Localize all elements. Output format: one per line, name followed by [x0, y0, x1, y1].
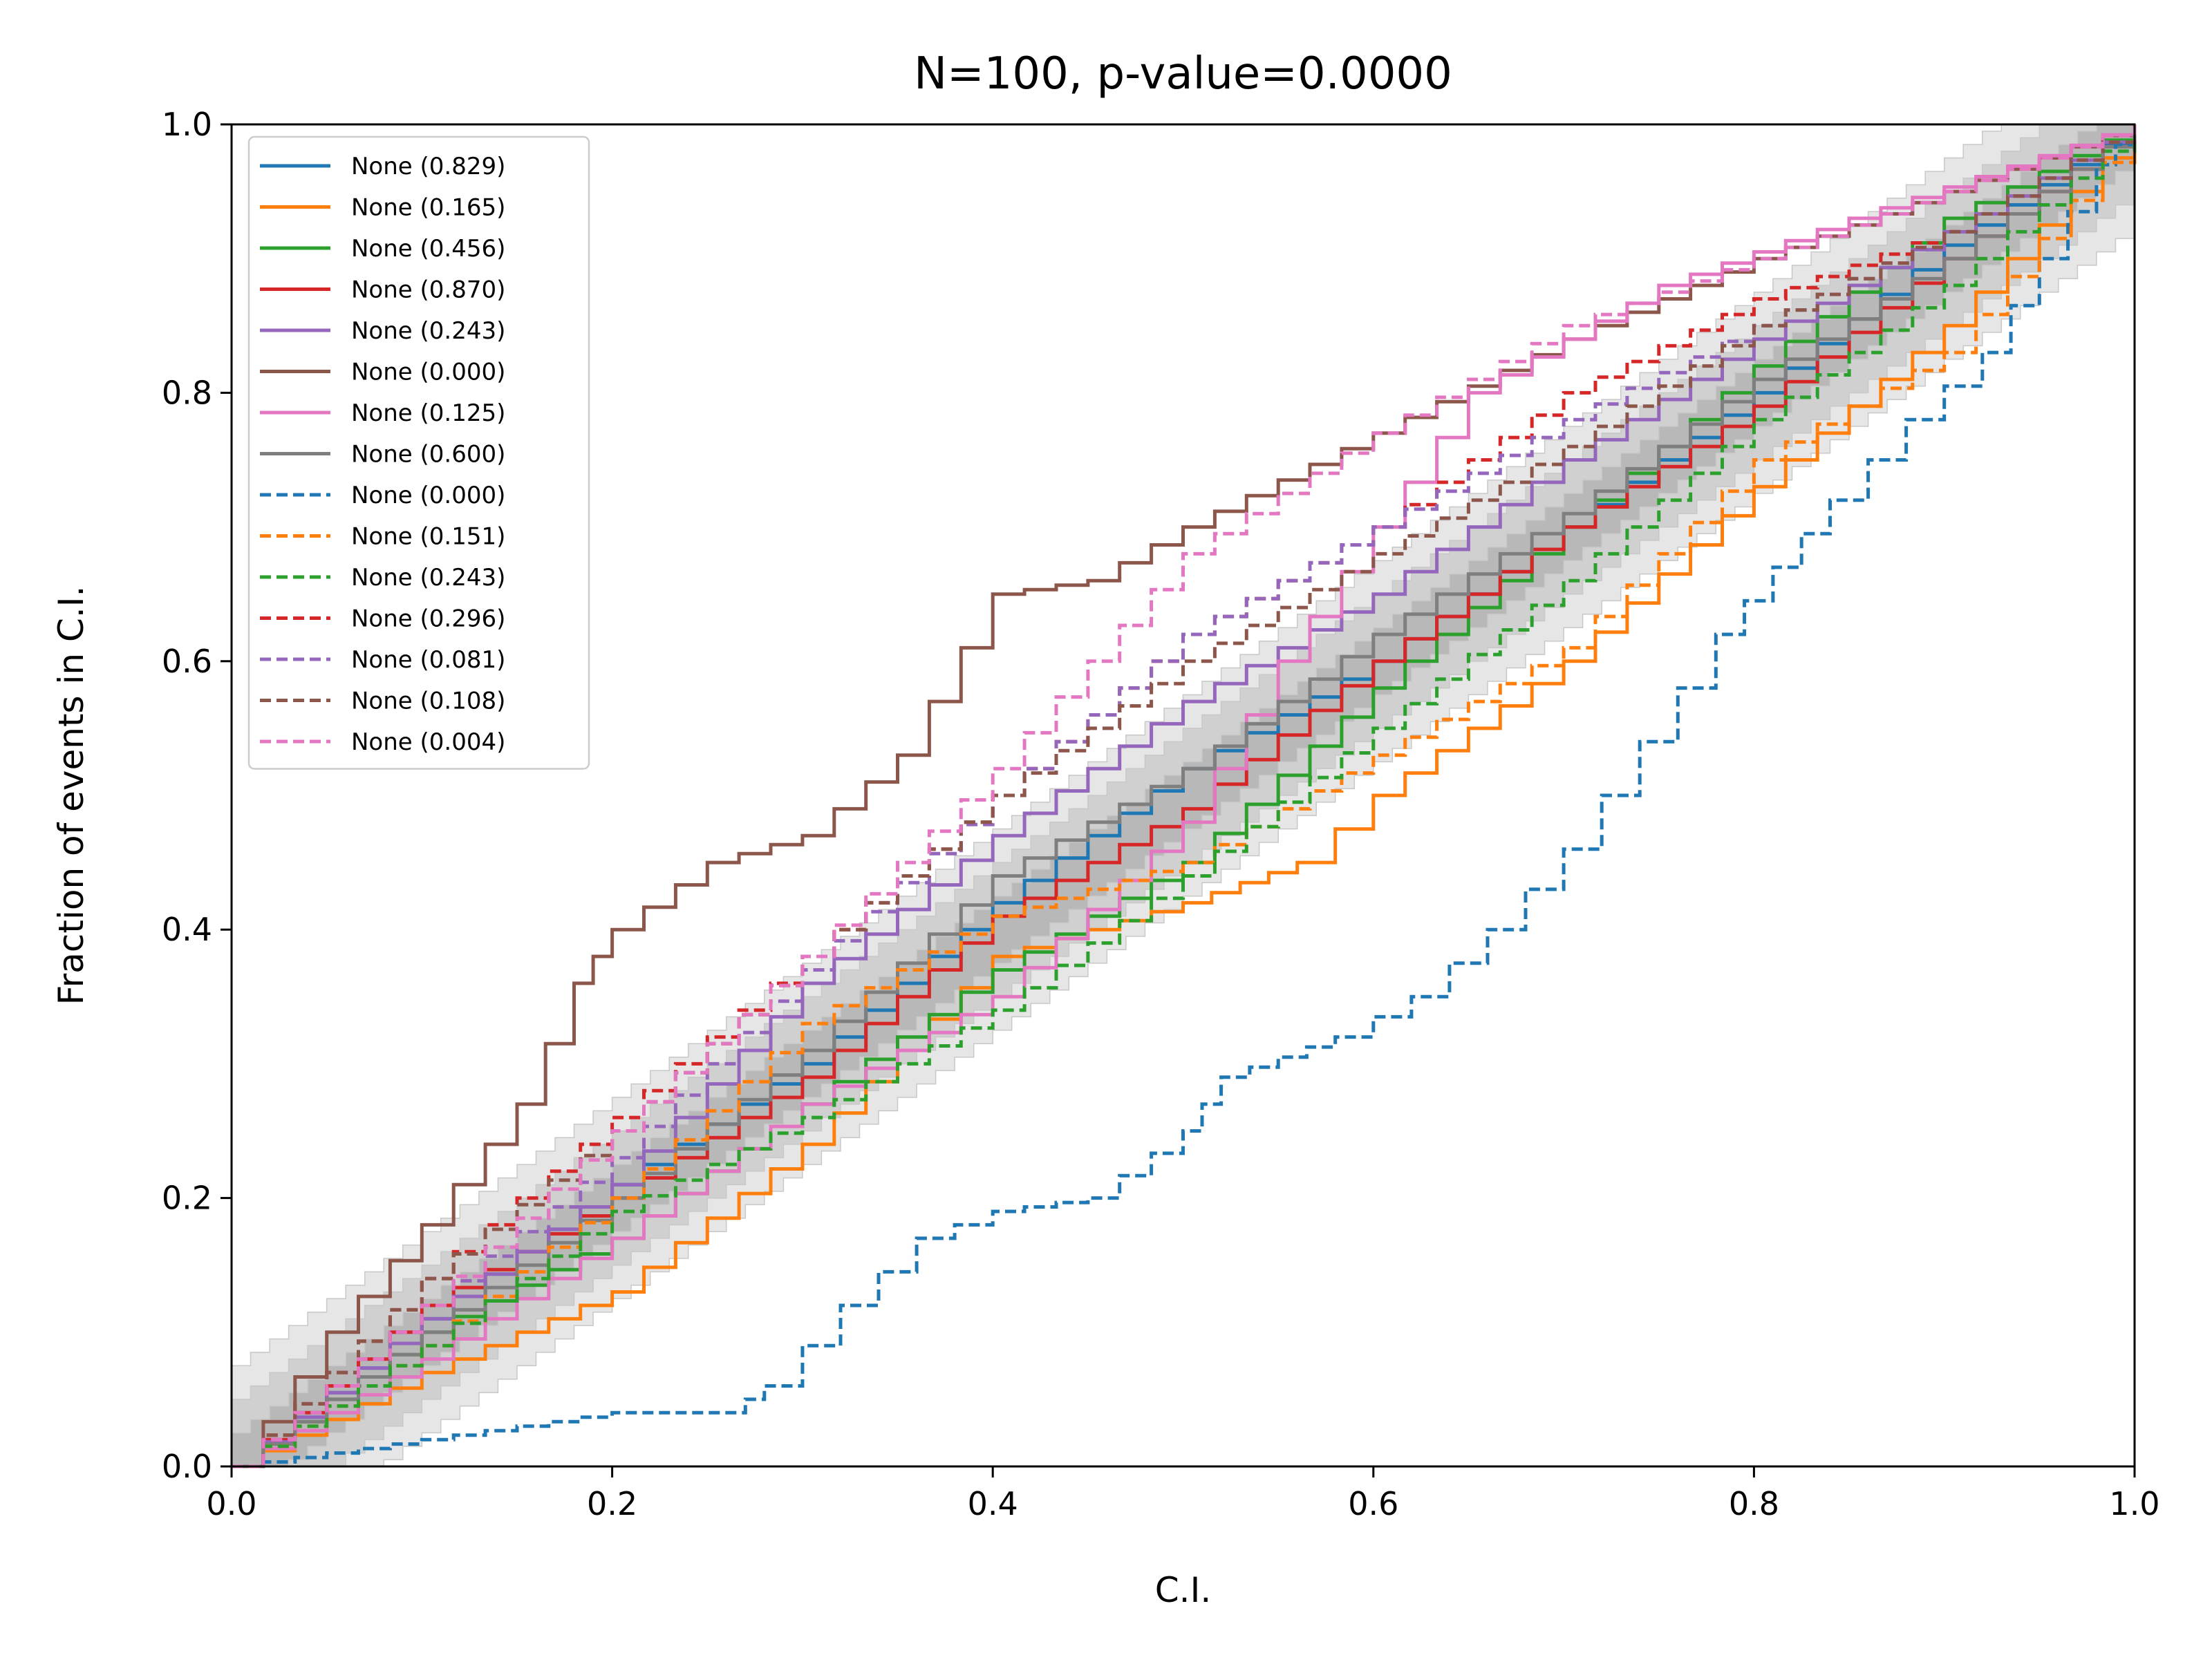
legend-entry: None (0.165) [351, 194, 505, 222]
y-axis-label: Fraction of events in C.I. [51, 586, 91, 1005]
series-lines [232, 124, 2137, 1469]
legend-entry: None (0.600) [351, 441, 505, 469]
y-axis-ticks: 0.0 0.2 0.4 0.6 0.8 1.0 [162, 106, 232, 1485]
y-tick-label: 0.8 [162, 374, 212, 411]
legend: None (0.829) None (0.165) None (0.456) None… [247, 135, 590, 770]
legend-entry: None (0.243) [351, 564, 505, 592]
y-tick-label: 1.0 [162, 106, 212, 143]
series-line-11 [232, 124, 2137, 1469]
legend-entry: None (0.456) [351, 235, 505, 263]
series-line-10 [232, 124, 2137, 1469]
series-line-14 [232, 124, 2137, 1469]
legend-entry: None (0.296) [351, 605, 505, 633]
x-axis-ticks: 0.0 0.2 0.4 0.6 0.8 1.0 [206, 1466, 2160, 1522]
x-tick-label: 0.4 [968, 1485, 1018, 1522]
x-tick-label: 0.8 [1729, 1485, 1779, 1522]
legend-entry: None (0.081) [351, 646, 505, 674]
x-tick-label: 0.0 [206, 1485, 256, 1522]
y-tick-label: 0.2 [162, 1180, 212, 1217]
series-line-2 [232, 124, 2137, 1469]
x-axis-label: C.I. [1155, 1570, 1211, 1610]
legend-box [247, 135, 590, 770]
series-line-8 [232, 124, 2137, 1469]
series-line-15 [232, 124, 2137, 1469]
legend-entry: None (0.870) [351, 276, 505, 304]
chart-title: N=100, p-value=0.0000 [914, 48, 1452, 100]
y-tick-label: 0.6 [162, 643, 212, 680]
y-tick-label: 0.4 [162, 911, 212, 948]
plot-frame [230, 123, 2136, 1468]
x-tick-label: 1.0 [2109, 1485, 2159, 1522]
legend-entry: None (0.125) [351, 399, 505, 427]
legend-entry: None (0.243) [351, 317, 505, 345]
legend-entry: None (0.829) [351, 153, 505, 180]
legend-entry: None (0.151) [351, 523, 505, 551]
legend-entry: None (0.000) [351, 482, 505, 509]
x-tick-label: 0.2 [587, 1485, 637, 1522]
legend-entry: None (0.000) [351, 359, 505, 386]
series-line-9 [232, 124, 2137, 1469]
legend-entry: None (0.108) [351, 688, 505, 715]
x-tick-label: 0.6 [1348, 1485, 1398, 1522]
legend-entry: None (0.004) [351, 728, 505, 756]
y-tick-label: 0.0 [162, 1448, 212, 1485]
